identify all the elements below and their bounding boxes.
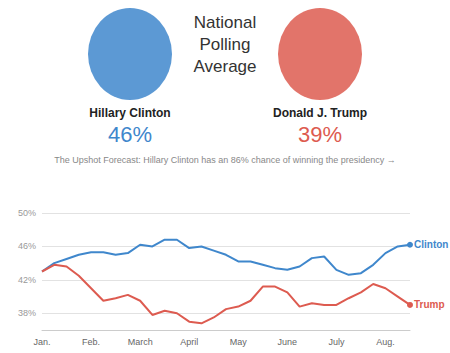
html-text:Donald J. Trump: Donald J. Trump	[273, 106, 367, 120]
svg-text:Clinton: Clinton	[414, 239, 448, 250]
svg-text:July: July	[328, 337, 345, 347]
svg-text:March: March	[128, 337, 153, 347]
svg-text:38%: 38%	[18, 308, 36, 318]
svg-text:Trump: Trump	[414, 299, 445, 310]
svg-text:42%: 42%	[18, 275, 36, 285]
html-text:Hillary Clinton: Hillary Clinton	[89, 106, 171, 120]
svg-text:June: June	[278, 337, 298, 347]
html-text:National Polling Average: National Polling Average	[193, 13, 257, 76]
html-text:46%: 46%	[108, 122, 152, 147]
svg-text:April: April	[180, 337, 198, 347]
svg-text:50%: 50%	[18, 208, 36, 218]
svg-text:46%: 46%	[18, 241, 36, 251]
html-text:39%: 39%	[298, 122, 342, 147]
svg-text:Aug.: Aug.	[376, 337, 395, 347]
svg-text:Jan.: Jan.	[33, 337, 50, 347]
svg-text:Feb.: Feb.	[82, 337, 100, 347]
html-text:The Upshot Forecast: Hillary C: The Upshot Forecast: Hillary Clinton has…	[54, 155, 396, 165]
svg-text:May: May	[230, 337, 248, 347]
